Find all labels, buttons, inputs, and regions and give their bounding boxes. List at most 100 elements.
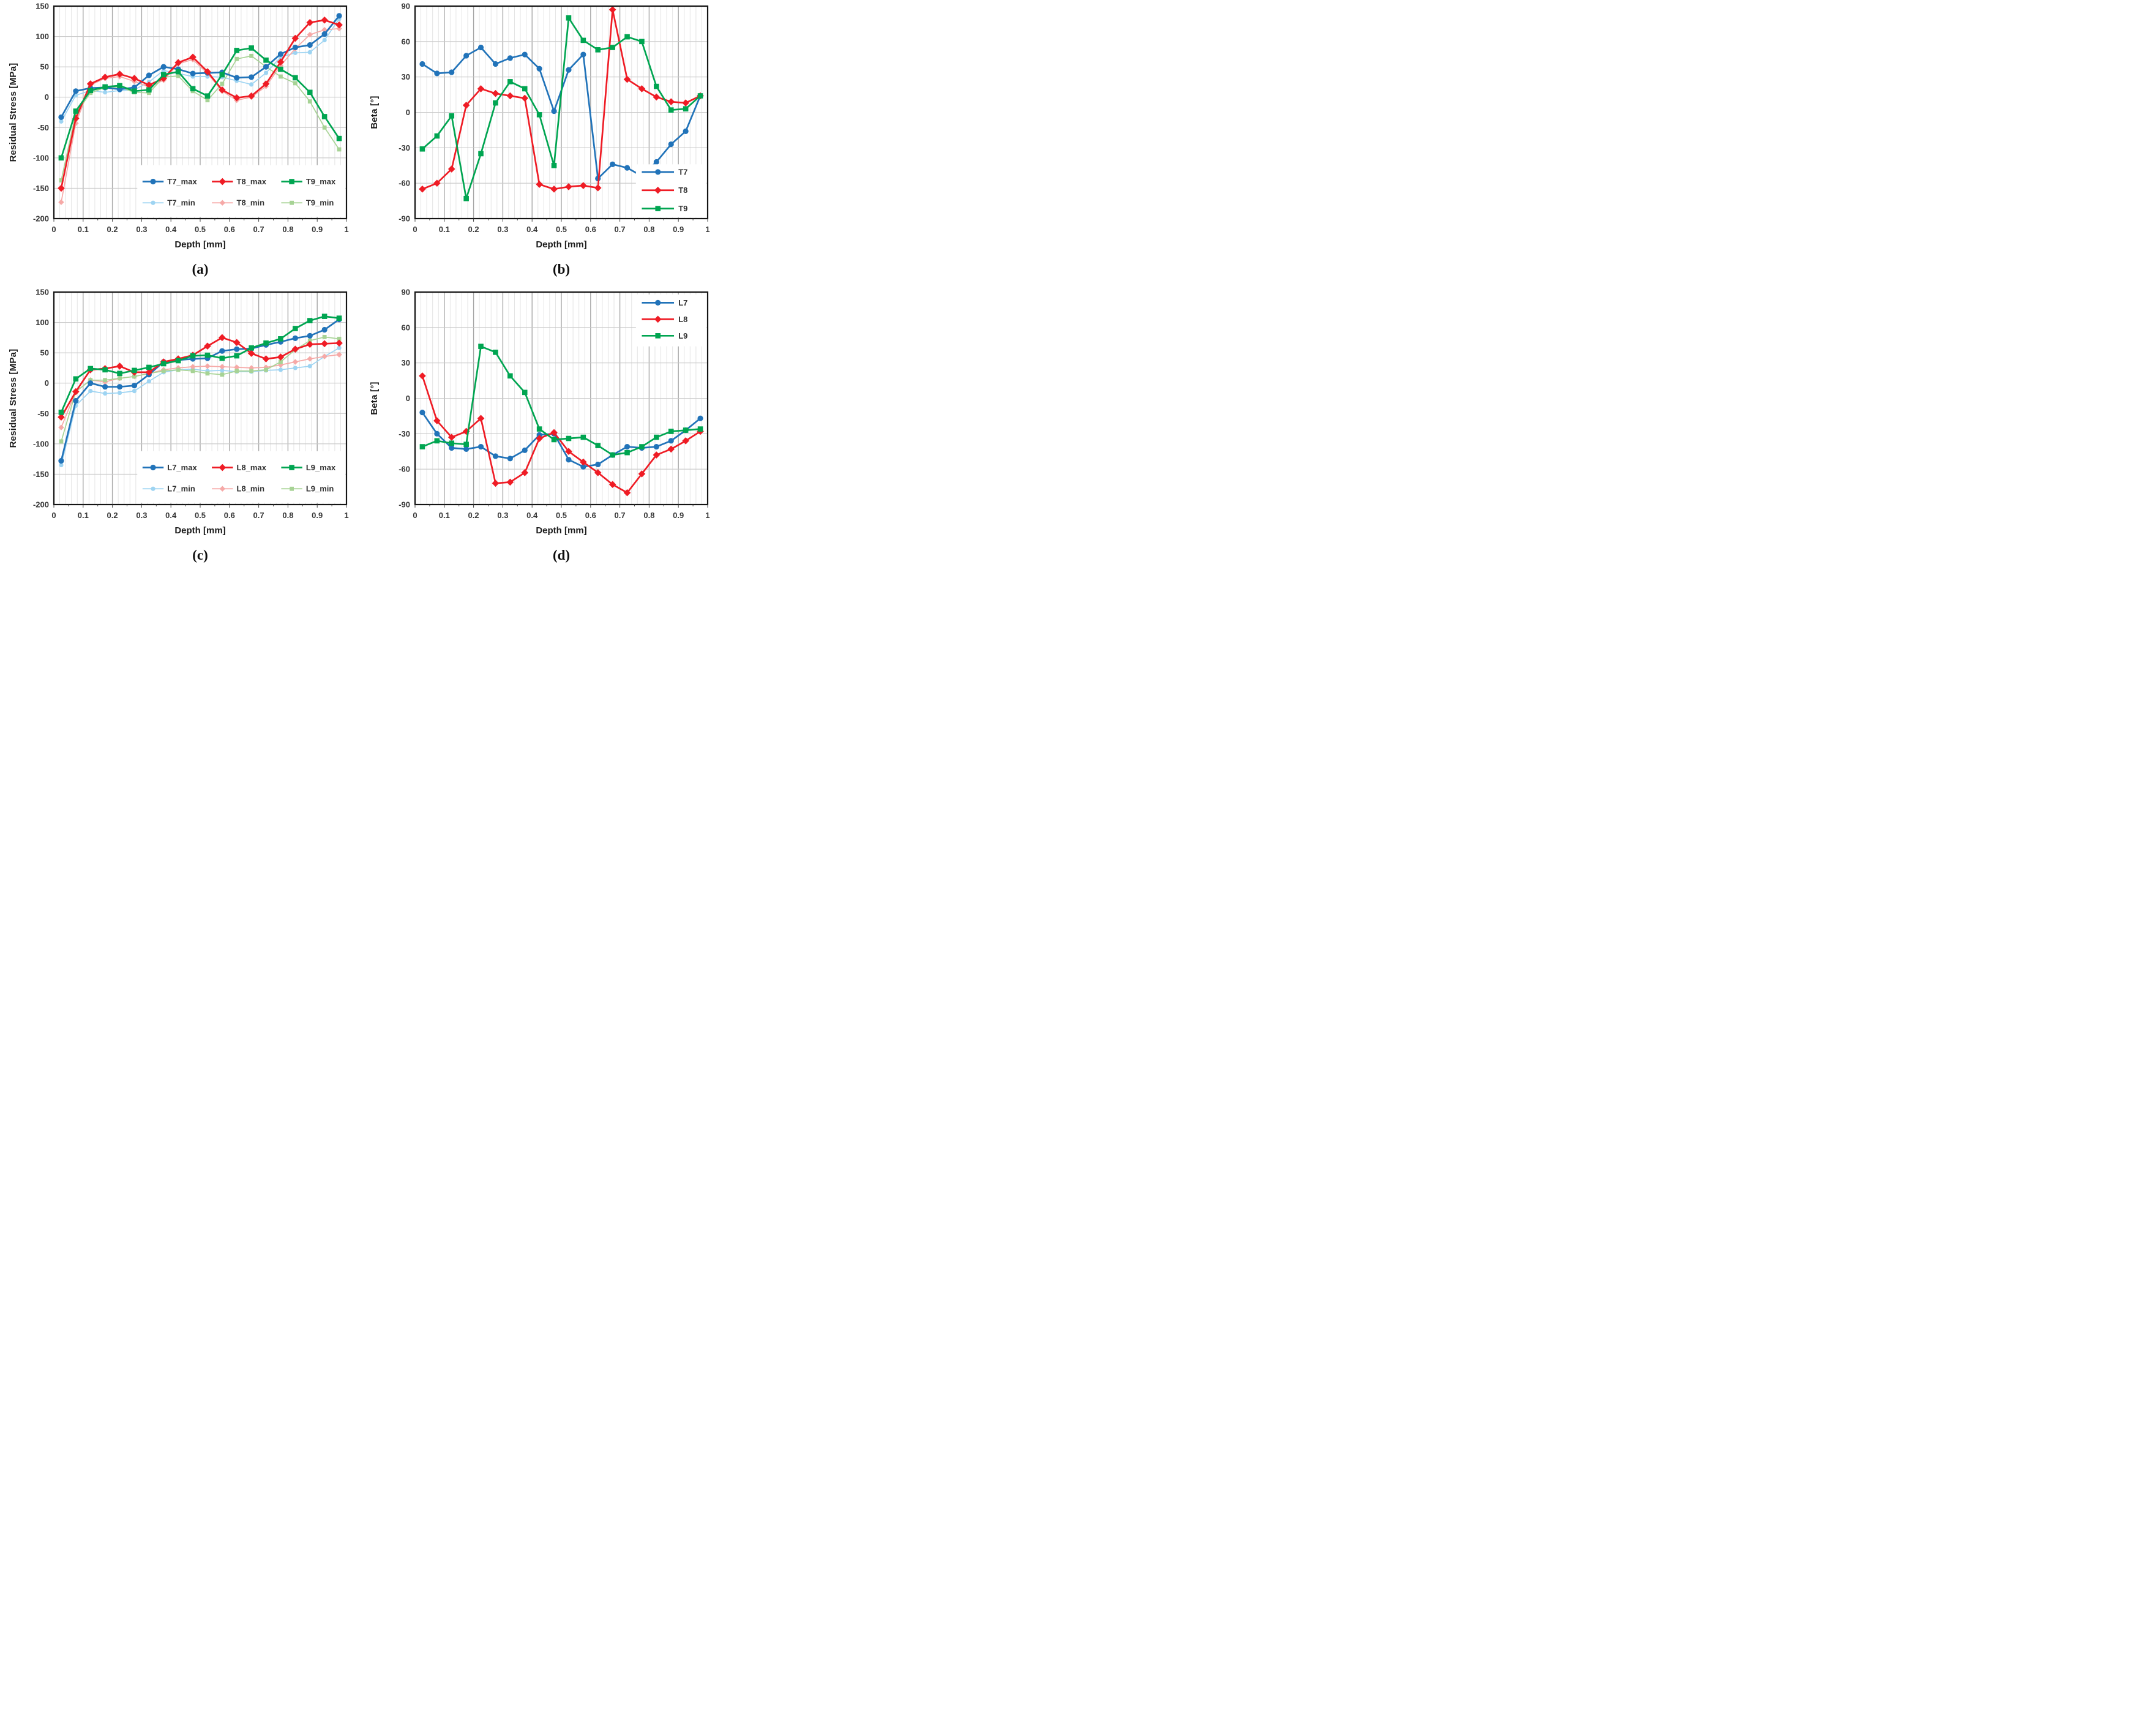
svg-text:30: 30 <box>402 72 410 81</box>
svg-text:0.7: 0.7 <box>615 511 626 520</box>
svg-text:0.7: 0.7 <box>253 225 264 234</box>
svg-text:-90: -90 <box>399 214 410 223</box>
svg-text:60: 60 <box>402 323 410 332</box>
panel-a: T7_max T8_max T9_max T7_min T8_min T9_min 0 0.1… <box>0 0 361 286</box>
svg-text:100: 100 <box>36 318 49 327</box>
svg-text:L8_max: L8_max <box>237 463 267 472</box>
svg-text:0.6: 0.6 <box>585 225 596 234</box>
svg-text:0.1: 0.1 <box>78 225 89 234</box>
svg-text:0.1: 0.1 <box>439 511 450 520</box>
y-axis-title-a: Residual Stress [MPa] <box>8 62 18 162</box>
svg-text:0.8: 0.8 <box>643 225 654 234</box>
svg-text:L7_min: L7_min <box>167 484 195 494</box>
y-axis-title-c: Residual Stress [MPa] <box>8 348 18 448</box>
svg-text:0.7: 0.7 <box>253 511 264 520</box>
caption-b: (b) <box>552 261 571 277</box>
svg-text:0.8: 0.8 <box>282 511 293 520</box>
svg-text:100: 100 <box>36 32 49 41</box>
svg-text:-30: -30 <box>399 143 410 152</box>
caption-a: (a) <box>192 261 209 277</box>
svg-text:0.4: 0.4 <box>165 511 177 520</box>
svg-text:T7_min: T7_min <box>167 198 195 208</box>
svg-text:-100: -100 <box>33 153 49 162</box>
svg-text:0.5: 0.5 <box>195 225 206 234</box>
axes-c: 0 0.1 0.2 0.3 0.4 0.5 0.6 0.7 0.8 0.9 1 150 100 50 0 -5… <box>33 288 349 520</box>
svg-text:-30: -30 <box>399 429 410 438</box>
chart-d-canvas: L7 L8 L9 0 0.1 0.2 0.3 0.4 0.5 0.6 0.7 0.8 0.9 1 90 60 3… <box>399 288 709 520</box>
svg-text:0.8: 0.8 <box>643 511 654 520</box>
y-axis-title-d: Beta [°] <box>369 381 380 415</box>
svg-text:T9_min: T9_min <box>306 198 334 208</box>
svg-text:0.8: 0.8 <box>282 225 293 234</box>
svg-text:0.3: 0.3 <box>136 511 147 520</box>
series-T8 <box>419 6 704 193</box>
svg-text:0.5: 0.5 <box>556 511 567 520</box>
series-L9_min <box>59 334 342 444</box>
legend-a: T7_max T8_max T9_max T7_min T8_min T9_min <box>137 165 346 217</box>
chart-a-canvas: T7_max T8_max T9_max T7_min T8_min T9_min 0 0.1… <box>33 2 349 235</box>
svg-text:0.2: 0.2 <box>468 225 479 234</box>
svg-text:0: 0 <box>406 394 410 403</box>
svg-text:L9_max: L9_max <box>306 463 336 472</box>
svg-text:150: 150 <box>36 288 49 297</box>
svg-text:0.2: 0.2 <box>107 225 118 234</box>
chart-c-canvas: L7_max L8_max L9_max L7_min L8_min L9_min 0 0.1… <box>33 288 349 520</box>
x-axis-title-d: Depth [mm] <box>536 525 587 536</box>
panel-b: T7 T8 T9 0 0.1 0.2 0.3 0.4 0.5 0.6 0.7 0.8 0.9 1 90 60 3… <box>361 0 722 286</box>
four-panel-figure: T7_max T8_max T9_max T7_min T8_min T9_min 0 0.1… <box>0 0 722 572</box>
y-axis-title-b: Beta [°] <box>369 96 380 129</box>
svg-text:0.3: 0.3 <box>497 225 508 234</box>
svg-text:-150: -150 <box>33 184 49 193</box>
svg-text:90: 90 <box>402 288 410 297</box>
svg-text:0: 0 <box>45 378 49 388</box>
x-axis-title-b: Depth [mm] <box>536 239 587 250</box>
svg-text:0: 0 <box>51 511 56 520</box>
svg-text:0.6: 0.6 <box>585 511 596 520</box>
svg-text:0.3: 0.3 <box>497 511 508 520</box>
svg-text:0.9: 0.9 <box>312 511 323 520</box>
svg-text:T8_min: T8_min <box>237 198 265 208</box>
svg-text:L9: L9 <box>678 331 687 340</box>
svg-text:L7: L7 <box>678 298 687 307</box>
svg-text:0.5: 0.5 <box>195 511 206 520</box>
svg-text:0.5: 0.5 <box>556 225 567 234</box>
axes-a: 0 0.1 0.2 0.3 0.4 0.5 0.6 0.7 0.8 0.9 1 150 100 50 0 -5… <box>33 2 349 235</box>
svg-text:1: 1 <box>705 225 709 234</box>
svg-text:0.7: 0.7 <box>615 225 626 234</box>
svg-text:0: 0 <box>51 225 56 234</box>
svg-text:1: 1 <box>344 225 348 234</box>
svg-text:50: 50 <box>40 348 49 358</box>
svg-text:0: 0 <box>45 92 49 102</box>
svg-text:0: 0 <box>406 108 410 117</box>
series-L9 <box>419 344 703 458</box>
svg-text:-200: -200 <box>33 500 49 509</box>
svg-text:-90: -90 <box>399 500 410 509</box>
svg-text:T8: T8 <box>678 186 687 195</box>
series-L9_max <box>58 314 342 415</box>
axes-d: 0 0.1 0.2 0.3 0.4 0.5 0.6 0.7 0.8 0.9 1 90 60 30 0 -30 -… <box>399 288 709 520</box>
svg-text:-50: -50 <box>37 123 49 132</box>
series-T9 <box>419 15 703 201</box>
svg-text:1: 1 <box>705 511 709 520</box>
svg-text:0.4: 0.4 <box>526 511 538 520</box>
svg-text:T7: T7 <box>678 167 687 176</box>
svg-text:-100: -100 <box>33 439 49 448</box>
svg-text:0.9: 0.9 <box>673 225 684 234</box>
svg-text:T8_max: T8_max <box>237 177 267 186</box>
svg-text:0.3: 0.3 <box>136 225 147 234</box>
svg-text:T9_max: T9_max <box>306 177 336 186</box>
legend-b: T7 T8 T9 <box>635 164 706 218</box>
svg-text:L8: L8 <box>678 315 687 324</box>
svg-text:1: 1 <box>344 511 348 520</box>
caption-c: (c) <box>192 547 208 563</box>
svg-text:-200: -200 <box>33 214 49 223</box>
svg-text:T7_max: T7_max <box>167 177 197 186</box>
svg-text:0: 0 <box>413 225 417 234</box>
caption-d: (d) <box>552 547 571 563</box>
svg-text:0.4: 0.4 <box>165 225 177 234</box>
svg-text:L8_min: L8_min <box>237 484 265 494</box>
svg-text:-150: -150 <box>33 470 49 479</box>
panel-d: L7 L8 L9 0 0.1 0.2 0.3 0.4 0.5 0.6 0.7 0.8 0.9 1 90 60 3… <box>361 286 722 572</box>
svg-text:0.1: 0.1 <box>78 511 89 520</box>
gridlines-c <box>54 292 346 505</box>
